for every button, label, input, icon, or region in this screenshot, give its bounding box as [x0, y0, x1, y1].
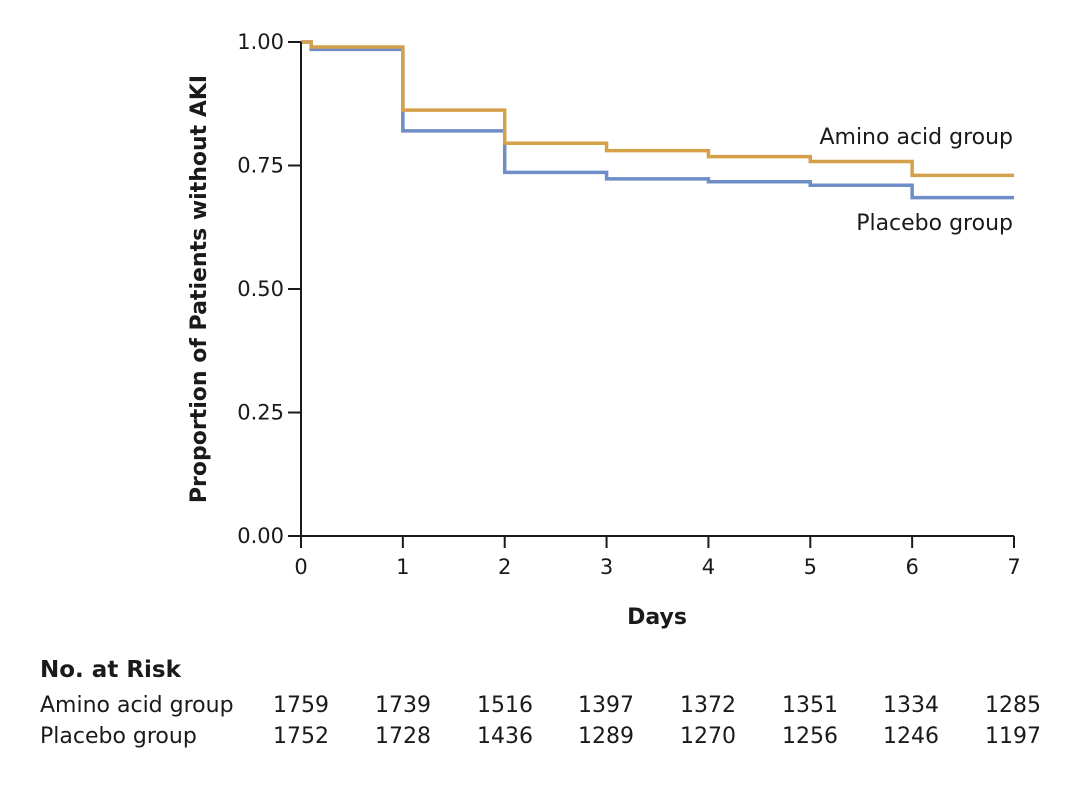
- x-tick-label: 6: [905, 555, 918, 579]
- risk-count: 1351: [782, 693, 838, 718]
- risk-count: 1728: [375, 724, 431, 749]
- y-tick-label: 0.75: [237, 154, 284, 178]
- x-ticks: 0 1 2 3 4 5 6 7: [294, 536, 1021, 579]
- risk-row-label-placebo: Placebo group: [40, 724, 197, 749]
- risk-count: 1372: [680, 693, 736, 718]
- risk-values: 1759 1739 1516 1397 1372 1351 1334 1285 1752 1728…: [273, 693, 1041, 749]
- x-tick-label: 1: [396, 555, 409, 579]
- series-label-amino-acid: Amino acid group: [819, 125, 1013, 150]
- risk-count: 1285: [985, 693, 1041, 718]
- km-curve-amino-acid-group: [301, 40, 1014, 178]
- risk-count: 1739: [375, 693, 431, 718]
- risk-count: 1246: [883, 724, 939, 749]
- risk-count: 1256: [782, 724, 838, 749]
- x-tick-label: 4: [702, 555, 715, 579]
- y-tick-label: 0.00: [237, 524, 284, 548]
- risk-count: 1270: [680, 724, 736, 749]
- risk-count: 1759: [273, 693, 329, 718]
- x-axis-title: Days: [627, 605, 687, 630]
- risk-count: 1334: [883, 693, 939, 718]
- y-tick-label: 0.50: [237, 277, 284, 301]
- x-tick-label: 5: [804, 555, 817, 579]
- risk-count: 1197: [985, 724, 1041, 749]
- risk-count: 1516: [477, 693, 533, 718]
- x-tick-label: 2: [498, 555, 511, 579]
- risk-count: 1436: [477, 724, 533, 749]
- y-tick-label: 0.25: [237, 401, 284, 425]
- y-ticks: 0.00 0.25 0.50 0.75 1.00: [237, 30, 301, 548]
- y-tick-label: 1.00: [237, 30, 284, 54]
- series-label-placebo: Placebo group: [856, 211, 1013, 236]
- risk-count: 1289: [578, 724, 634, 749]
- plot-area: [301, 40, 1014, 200]
- x-tick-label: 0: [294, 555, 307, 579]
- risk-count: 1752: [273, 724, 329, 749]
- km-curve-placebo-group: [301, 40, 1014, 200]
- risk-table-title: No. at Risk: [40, 657, 182, 683]
- y-axis-title: Proportion of Patients without AKI: [187, 75, 212, 503]
- risk-count: 1397: [578, 693, 634, 718]
- axes: [300, 42, 1014, 537]
- x-tick-label: 7: [1007, 555, 1020, 579]
- risk-row-label-amino-acid: Amino acid group: [40, 693, 234, 718]
- x-tick-label: 3: [600, 555, 613, 579]
